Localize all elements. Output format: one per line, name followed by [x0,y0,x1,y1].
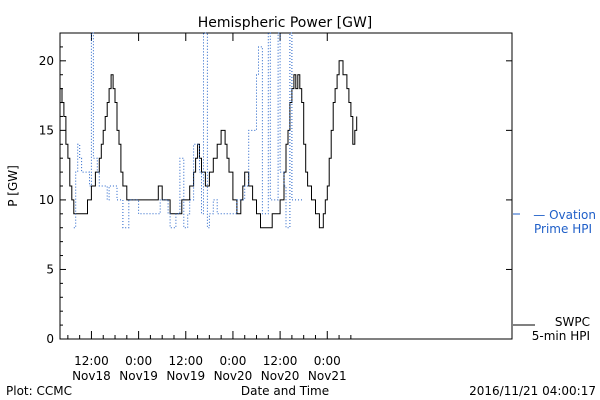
series-swpc-line [60,60,358,229]
y-axis-label: P [GW] [6,165,20,207]
plot-frame [59,32,513,340]
y-tick-label: 20 [39,54,54,68]
series-layer [60,32,358,229]
series-ovation-line [73,32,304,229]
x-tick-label-time: 0:00 [125,354,152,368]
x-tick-label-date: Nov21 [308,369,347,383]
y-tick-label: 15 [39,123,54,137]
x-tick-label-date: Nov19 [166,369,205,383]
x-tick-label-time: 12:00 [263,354,298,368]
x-tick-label-date: Nov18 [72,369,111,383]
footer-plot-credit: Plot: CCMC [6,384,72,398]
x-tick-label-time: 0:00 [314,354,341,368]
x-axis: 12:00Nov180:00Nov1912:00Nov190:00Nov2012… [67,33,352,383]
x-tick-label-date: Nov19 [119,369,158,383]
footer-timestamp: 2016/11/21 04:00:17 [469,384,596,398]
x-tick-label-time: 0:00 [219,354,246,368]
x-tick-label-date: Nov20 [214,369,253,383]
legend-ovation-line2: Prime HPI [534,222,592,236]
legend-swpc-line2: 5-min HPI [532,329,590,343]
x-tick-label-time: 12:00 [168,354,203,368]
y-tick-label: 10 [39,193,54,207]
legend-ovation-line1: — Ovation [533,208,596,222]
chart-title: Hemispheric Power [GW] [198,15,373,31]
x-tick-label-date: Nov20 [261,369,300,383]
x-tick-label-time: 12:00 [74,354,109,368]
legend-swpc-line1: SWPC [555,315,590,329]
y-tick-label: 5 [46,262,54,276]
x-axis-label: Date and Time [241,384,329,398]
y-tick-label: 0 [46,332,54,346]
legend: — Ovation Prime HPI SWPC 5-min HPI [513,208,596,343]
y-axis: 0 5 10 15 20 [39,32,512,346]
